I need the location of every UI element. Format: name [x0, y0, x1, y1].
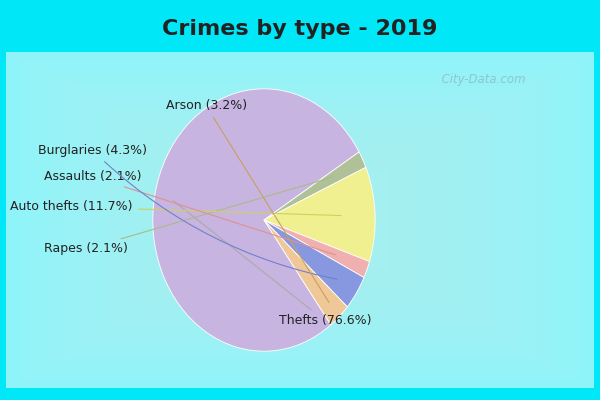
Wedge shape: [264, 152, 366, 220]
Text: Rapes (2.1%): Rapes (2.1%): [44, 177, 332, 255]
FancyBboxPatch shape: [35, 69, 565, 371]
Text: Burglaries (4.3%): Burglaries (4.3%): [38, 144, 337, 279]
Text: City-Data.com: City-Data.com: [434, 74, 526, 86]
Text: Auto thefts (11.7%): Auto thefts (11.7%): [10, 200, 341, 216]
FancyBboxPatch shape: [6, 52, 594, 388]
Text: Crimes by type - 2019: Crimes by type - 2019: [163, 18, 437, 39]
Wedge shape: [153, 89, 359, 351]
Wedge shape: [264, 220, 364, 307]
Text: Arson (3.2%): Arson (3.2%): [166, 100, 329, 302]
FancyBboxPatch shape: [21, 60, 580, 380]
Text: Assaults (2.1%): Assaults (2.1%): [44, 170, 335, 255]
FancyBboxPatch shape: [50, 77, 550, 363]
Wedge shape: [264, 220, 370, 278]
Wedge shape: [264, 220, 347, 325]
Wedge shape: [264, 167, 375, 262]
Text: Thefts (76.6%): Thefts (76.6%): [173, 201, 371, 328]
